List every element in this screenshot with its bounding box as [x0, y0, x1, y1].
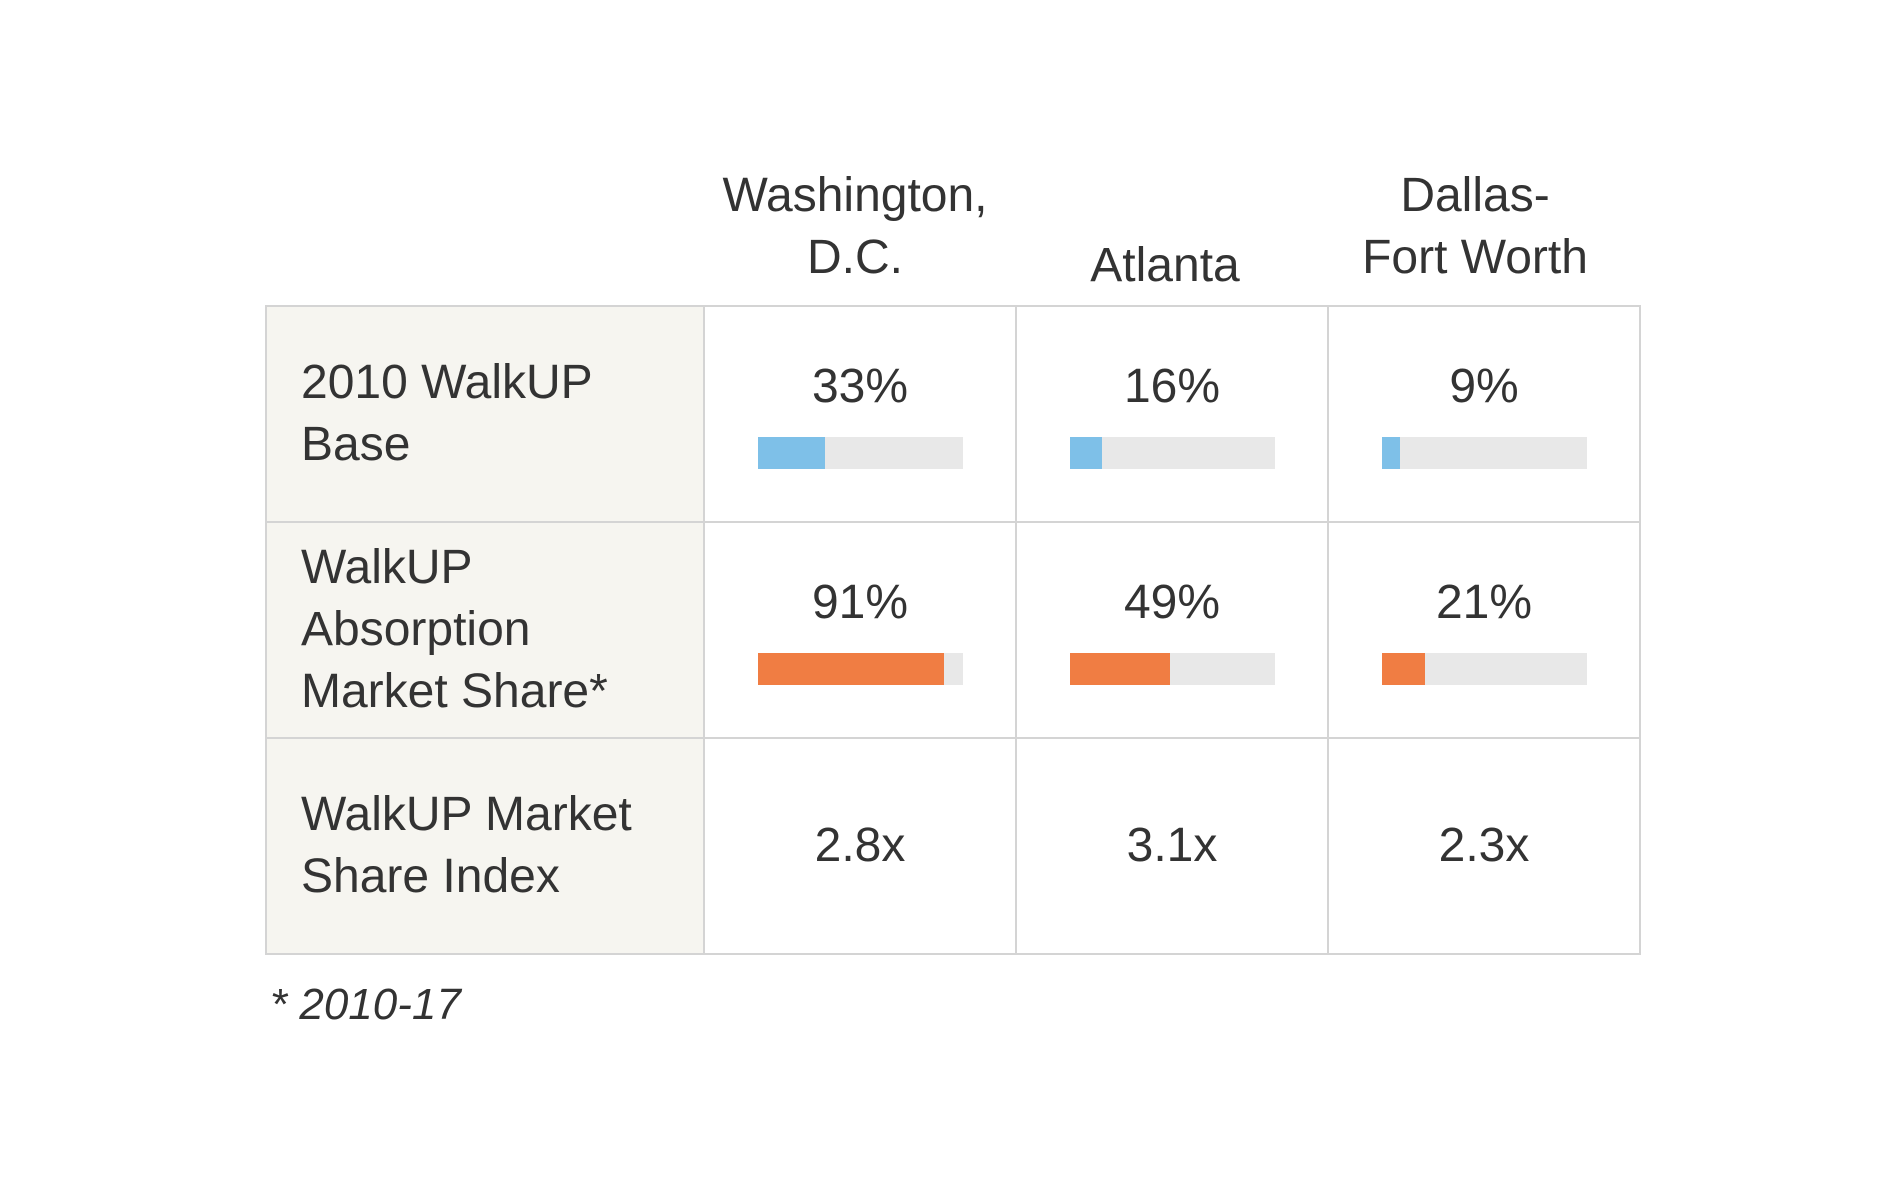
footnote: * 2010-17: [270, 980, 461, 1029]
row-label: WalkUP Market Share Index: [265, 737, 705, 955]
data-cell: 91%: [703, 521, 1017, 739]
cell-value-label: 91%: [811, 576, 909, 629]
row-label: WalkUP Absorption Market Share*: [265, 521, 705, 739]
row-label: 2010 WalkUP Base: [265, 305, 705, 523]
cell-value-label: 2.3x: [1438, 819, 1530, 872]
column-header-atlanta: Atlanta: [1090, 239, 1240, 292]
data-cell: 3.1x: [1015, 737, 1329, 955]
bar-fill: [1069, 437, 1103, 469]
table-row: WalkUP Market Share Index 2.8x 3.1x 2.3x: [265, 737, 1641, 955]
bar-fill: [757, 653, 945, 685]
bar-fill: [757, 437, 826, 469]
cell-value-label: 3.1x: [1126, 819, 1218, 872]
bar-fill: [1381, 653, 1425, 685]
cell-value-label: 9%: [1449, 360, 1519, 413]
bar-track: [1381, 437, 1587, 469]
cell-value-label: 49%: [1123, 576, 1221, 629]
data-cell: 2.3x: [1327, 737, 1641, 955]
column-header-dallas-fort-worth: Dallas- Fort Worth: [1362, 169, 1588, 284]
cell-value-label: 16%: [1123, 360, 1221, 413]
cell-value-label: 21%: [1435, 576, 1533, 629]
data-cell: 9%: [1327, 305, 1641, 523]
data-cell: 21%: [1327, 521, 1641, 739]
table-row: WalkUP Absorption Market Share* 91% 49% 21%: [265, 521, 1641, 739]
bar-track: [757, 437, 963, 469]
data-cell: 16%: [1015, 305, 1329, 523]
bar-fill: [1381, 437, 1400, 469]
bar-track: [1069, 437, 1275, 469]
data-cell: 33%: [703, 305, 1017, 523]
bar-fill: [1069, 653, 1170, 685]
comparison-table: 2010 WalkUP Base 33% 16% 9% WalkUP Absorptio…: [265, 305, 1641, 955]
data-cell: 49%: [1015, 521, 1329, 739]
table-row: 2010 WalkUP Base 33% 16% 9%: [265, 305, 1641, 523]
data-cell: 2.8x: [703, 737, 1017, 955]
bar-track: [1069, 653, 1275, 685]
cell-value-label: 33%: [811, 360, 909, 413]
table-body: 2010 WalkUP Base 33% 16% 9% WalkUP Absorptio…: [265, 305, 1641, 955]
cell-value-label: 2.8x: [814, 819, 906, 872]
bar-track: [1381, 653, 1587, 685]
column-header-washington-dc: Washington, D.C.: [722, 169, 988, 284]
bar-track: [757, 653, 963, 685]
